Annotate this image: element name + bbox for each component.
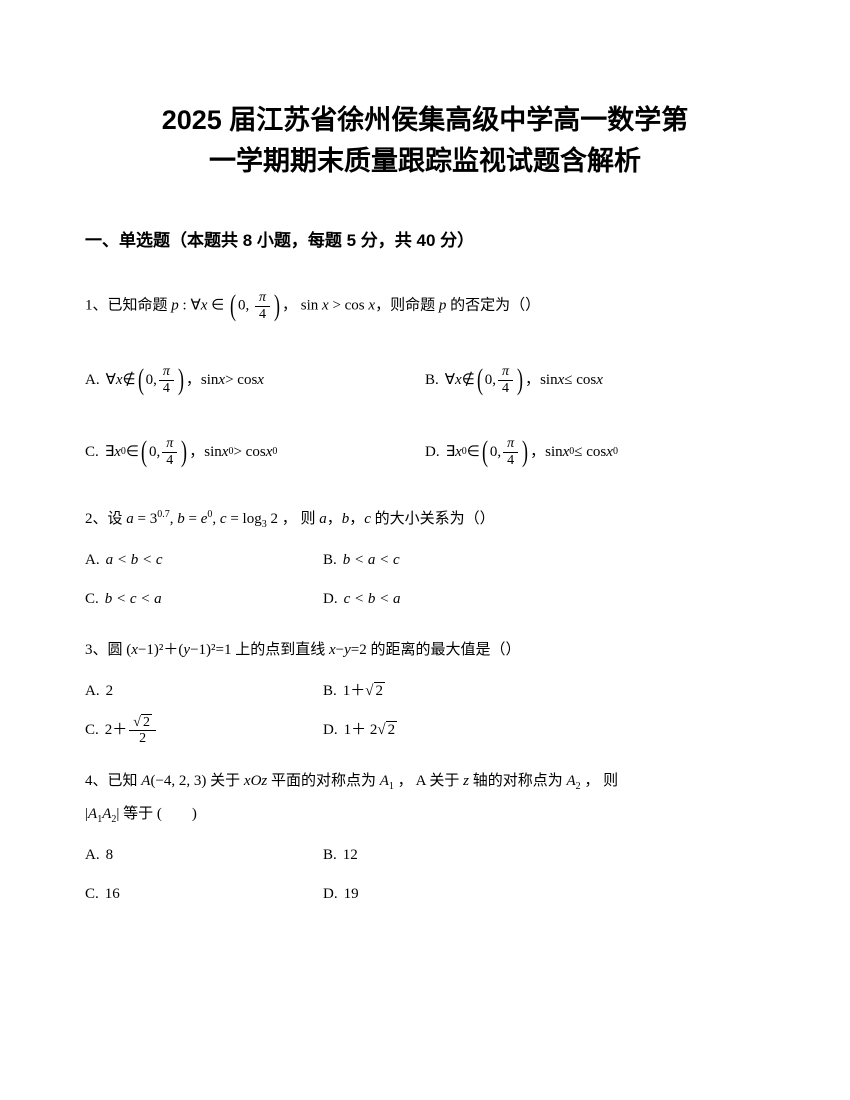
- q4-c-label: C.: [85, 878, 99, 911]
- q1-stem: 1、已知命题 p : ∀x ∈ (0, π4)， sin x > cos x，则…: [85, 273, 765, 339]
- title-line-1: 2025 届江苏省徐州侯集高级中学高一数学第: [162, 105, 689, 135]
- question-4: 4、已知 A(−4, 2, 3) 关于 xOz 平面的对称点为 A1 ， A 关…: [85, 765, 765, 911]
- q3-c-label: C.: [85, 714, 99, 747]
- q4-b-text: 12: [343, 839, 358, 872]
- q2-a-text: a < b < c: [106, 544, 163, 577]
- q1-option-d: D. ∃x0 ∈ (0, π4)， sin x0 ≤ cos x0: [425, 419, 765, 485]
- question-3: 3、圆 (x−1)²＋(y−1)²=1 上的点到直线 x−y=2 的距离的最大值…: [85, 634, 765, 747]
- q2-b-label: B.: [323, 544, 337, 577]
- section-1-header: 一、单选题（本题共 8 小题，每题 5 分，共 40 分）: [85, 226, 765, 251]
- q3-c-pre: 2＋: [105, 714, 128, 747]
- q1-lparen: (: [230, 273, 236, 339]
- q1-d-label: D.: [425, 436, 440, 469]
- q3-text: 圆 (: [108, 642, 132, 658]
- q4-num: 4、: [85, 773, 108, 789]
- q2-option-c: C. b < c < a: [85, 583, 323, 616]
- q2-a-label: A.: [85, 544, 100, 577]
- q1-row-cd: C. ∃x0 ∈ (0, π4)， sin x0 > cos x0 D. ∃x0…: [85, 419, 765, 485]
- q4-a-text: 8: [106, 839, 114, 872]
- q3-b-pre: 1＋: [343, 675, 366, 708]
- q2-b-text: b < a < c: [343, 544, 400, 577]
- q1-sep2: ，则命题: [375, 297, 439, 313]
- q3-a-label: A.: [85, 675, 100, 708]
- q3-c-frac: 22: [129, 715, 156, 747]
- q4-d-text: 19: [344, 878, 359, 911]
- q1-b-label: B.: [425, 364, 439, 397]
- q1-option-b: B. ∀x ∉ (0, π4)， sin x ≤ cos x: [425, 347, 765, 413]
- q3-option-a: A. 2: [85, 675, 323, 708]
- q3-option-b: B. 1＋2: [323, 675, 663, 708]
- q4-a-label: A.: [85, 839, 100, 872]
- title-line-2: 一学期期末质量跟踪监视试题含解析: [209, 146, 641, 176]
- q1-sin: sin: [301, 297, 322, 313]
- q1-stem-pre: 已知命题: [108, 297, 172, 313]
- q2-c-text: b < c < a: [105, 583, 162, 616]
- q1-d-text: ∃: [446, 436, 455, 469]
- q1-c-label: C.: [85, 436, 99, 469]
- q1-c-text: ∃: [105, 436, 114, 469]
- q2-d-text: c < b < a: [344, 583, 401, 616]
- q3-a-text: 2: [106, 675, 114, 708]
- q3-option-d: D. 1＋ 22: [323, 714, 663, 747]
- q1-num: 1、: [85, 297, 108, 313]
- q4-d-label: D.: [323, 878, 338, 911]
- q4-stem: 4、已知 A(−4, 2, 3) 关于 xOz 平面的对称点为 A1 ， A 关…: [85, 765, 765, 831]
- q1-in: ∈: [207, 297, 228, 313]
- q4-option-c: C. 16: [85, 878, 323, 911]
- q4-c-text: 16: [105, 878, 120, 911]
- q2-option-d: D. c < b < a: [323, 583, 663, 616]
- q1-sep1: ，: [282, 297, 301, 313]
- q4-row-cd: C. 16 D. 19: [85, 878, 765, 911]
- q1-option-a: A. ∀x ∉ (0, π4)， sin x > cos x: [85, 347, 425, 413]
- q2-row-ab: A. a < b < c B. b < a < c: [85, 544, 765, 577]
- q1-p: p: [171, 297, 179, 313]
- q4-option-b: B. 12: [323, 839, 663, 872]
- q4-text: 已知: [108, 773, 142, 789]
- q1-a-label: A.: [85, 364, 100, 397]
- q1-forall: : ∀: [179, 297, 201, 313]
- q2-settext: 设: [108, 511, 127, 527]
- q2-stem: 2、设 a = 30.7, b = e0, c = log3 2 ， 则 a，b…: [85, 503, 765, 536]
- q3-b-sqrt: 2: [365, 675, 385, 708]
- q1-option-c: C. ∃x0 ∈ (0, π4)， sin x0 > cos x0: [85, 419, 425, 485]
- q3-d-sqrt: 2: [377, 714, 397, 747]
- q1-a-text: ∀: [106, 364, 116, 397]
- q4-row-ab: A. 8 B. 12: [85, 839, 765, 872]
- q1-frac: π4: [255, 290, 270, 322]
- q3-d-label: D.: [323, 714, 338, 747]
- q3-d-pre: 1＋ 2: [344, 714, 378, 747]
- q2-option-a: A. a < b < c: [85, 544, 323, 577]
- q1-b-text: ∀: [445, 364, 455, 397]
- q3-row-ab: A. 2 B. 1＋2: [85, 675, 765, 708]
- q3-b-label: B.: [323, 675, 337, 708]
- q3-row-cd: C. 2＋22 D. 1＋ 22: [85, 714, 765, 747]
- question-2: 2、设 a = 30.7, b = e0, c = log3 2 ， 则 a，b…: [85, 503, 765, 616]
- q1-row-ab: A. ∀x ∉ (0, π4)， sin x > cos x B. ∀x ∉ (…: [85, 347, 765, 413]
- q1-gt: > cos: [329, 297, 369, 313]
- q2-d-label: D.: [323, 583, 338, 616]
- q4-option-a: A. 8: [85, 839, 323, 872]
- q4-b-label: B.: [323, 839, 337, 872]
- q3-stem: 3、圆 (x−1)²＋(y−1)²=1 上的点到直线 x−y=2 的距离的最大值…: [85, 634, 765, 667]
- q2-num: 2、: [85, 511, 108, 527]
- q3-num: 3、: [85, 642, 108, 658]
- q2-option-b: B. b < a < c: [323, 544, 663, 577]
- exam-title: 2025 届江苏省徐州侯集高级中学高一数学第 一学期期末质量跟踪监视试题含解析: [85, 100, 765, 181]
- q3-option-c: C. 2＋22: [85, 714, 323, 747]
- q2-row-cd: C. b < c < a D. c < b < a: [85, 583, 765, 616]
- q1-x2: x: [322, 297, 329, 313]
- q1-rparen: ): [274, 273, 280, 339]
- q2-c-label: C.: [85, 583, 99, 616]
- q1-zero: 0,: [238, 297, 253, 313]
- question-1: 1、已知命题 p : ∀x ∈ (0, π4)， sin x > cos x，则…: [85, 273, 765, 485]
- q1-neg: 的否定为（）: [446, 297, 540, 313]
- q4-option-d: D. 19: [323, 878, 663, 911]
